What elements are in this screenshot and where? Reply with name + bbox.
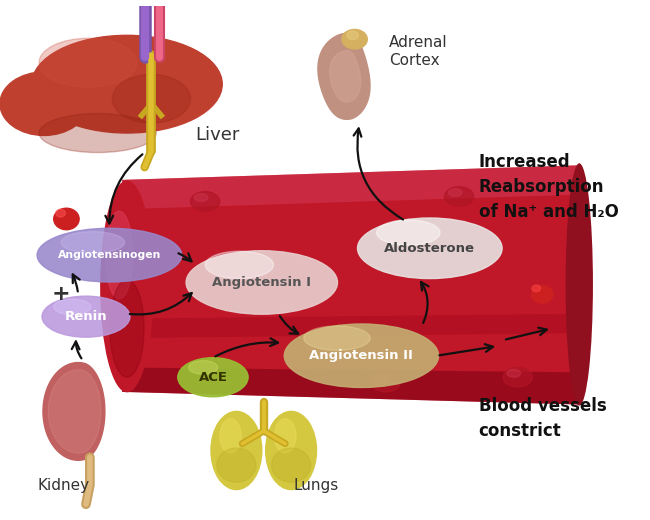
Ellipse shape (54, 299, 91, 315)
Polygon shape (122, 165, 581, 209)
Ellipse shape (532, 285, 541, 292)
Ellipse shape (178, 358, 248, 397)
Ellipse shape (190, 192, 220, 211)
Ellipse shape (445, 187, 474, 206)
Ellipse shape (42, 296, 130, 337)
Ellipse shape (375, 374, 389, 382)
Ellipse shape (105, 211, 133, 299)
Polygon shape (122, 314, 581, 338)
Ellipse shape (61, 232, 125, 253)
Text: Blood vessels
constrict: Blood vessels constrict (478, 397, 606, 440)
Text: ACE: ACE (198, 371, 228, 384)
Ellipse shape (284, 324, 439, 387)
Text: Angiotensin II: Angiotensin II (309, 349, 413, 362)
Ellipse shape (266, 411, 317, 489)
Ellipse shape (188, 360, 218, 374)
Ellipse shape (217, 448, 256, 482)
Ellipse shape (56, 209, 66, 217)
Text: Angiotensin I: Angiotensin I (213, 276, 311, 289)
Ellipse shape (112, 74, 190, 123)
Ellipse shape (186, 251, 337, 314)
Ellipse shape (211, 411, 262, 489)
Ellipse shape (566, 163, 593, 406)
Ellipse shape (448, 189, 462, 197)
Polygon shape (318, 33, 370, 119)
Ellipse shape (342, 30, 367, 49)
Text: Increased
Reabsorption
of Na⁺ and H₂O: Increased Reabsorption of Na⁺ and H₂O (478, 152, 619, 220)
Text: +: + (51, 284, 70, 304)
Ellipse shape (507, 369, 521, 377)
Text: Angiotensinogen: Angiotensinogen (58, 250, 161, 260)
Ellipse shape (358, 218, 502, 279)
Text: Aldosterone: Aldosterone (384, 242, 475, 255)
Ellipse shape (205, 251, 274, 279)
Ellipse shape (304, 326, 370, 350)
Text: Kidney: Kidney (37, 477, 89, 492)
Ellipse shape (274, 419, 296, 453)
Ellipse shape (39, 38, 136, 87)
Text: Lungs: Lungs (293, 477, 338, 492)
Polygon shape (43, 362, 105, 460)
Ellipse shape (194, 193, 208, 201)
Ellipse shape (220, 419, 241, 453)
Text: Adrenal
Cortex: Adrenal Cortex (389, 35, 447, 68)
Ellipse shape (503, 368, 532, 387)
Ellipse shape (371, 372, 400, 392)
Ellipse shape (347, 31, 359, 40)
Polygon shape (48, 370, 101, 453)
Text: Liver: Liver (196, 126, 240, 144)
Ellipse shape (0, 72, 88, 135)
Polygon shape (330, 50, 361, 102)
Text: Renin: Renin (64, 310, 107, 323)
Ellipse shape (39, 113, 156, 152)
Ellipse shape (110, 280, 144, 377)
Polygon shape (122, 165, 581, 405)
Polygon shape (122, 368, 581, 405)
Ellipse shape (376, 220, 440, 245)
Ellipse shape (532, 285, 553, 303)
Ellipse shape (37, 228, 182, 282)
Ellipse shape (272, 448, 311, 482)
Ellipse shape (54, 208, 79, 230)
Ellipse shape (100, 180, 154, 393)
Ellipse shape (32, 35, 222, 133)
